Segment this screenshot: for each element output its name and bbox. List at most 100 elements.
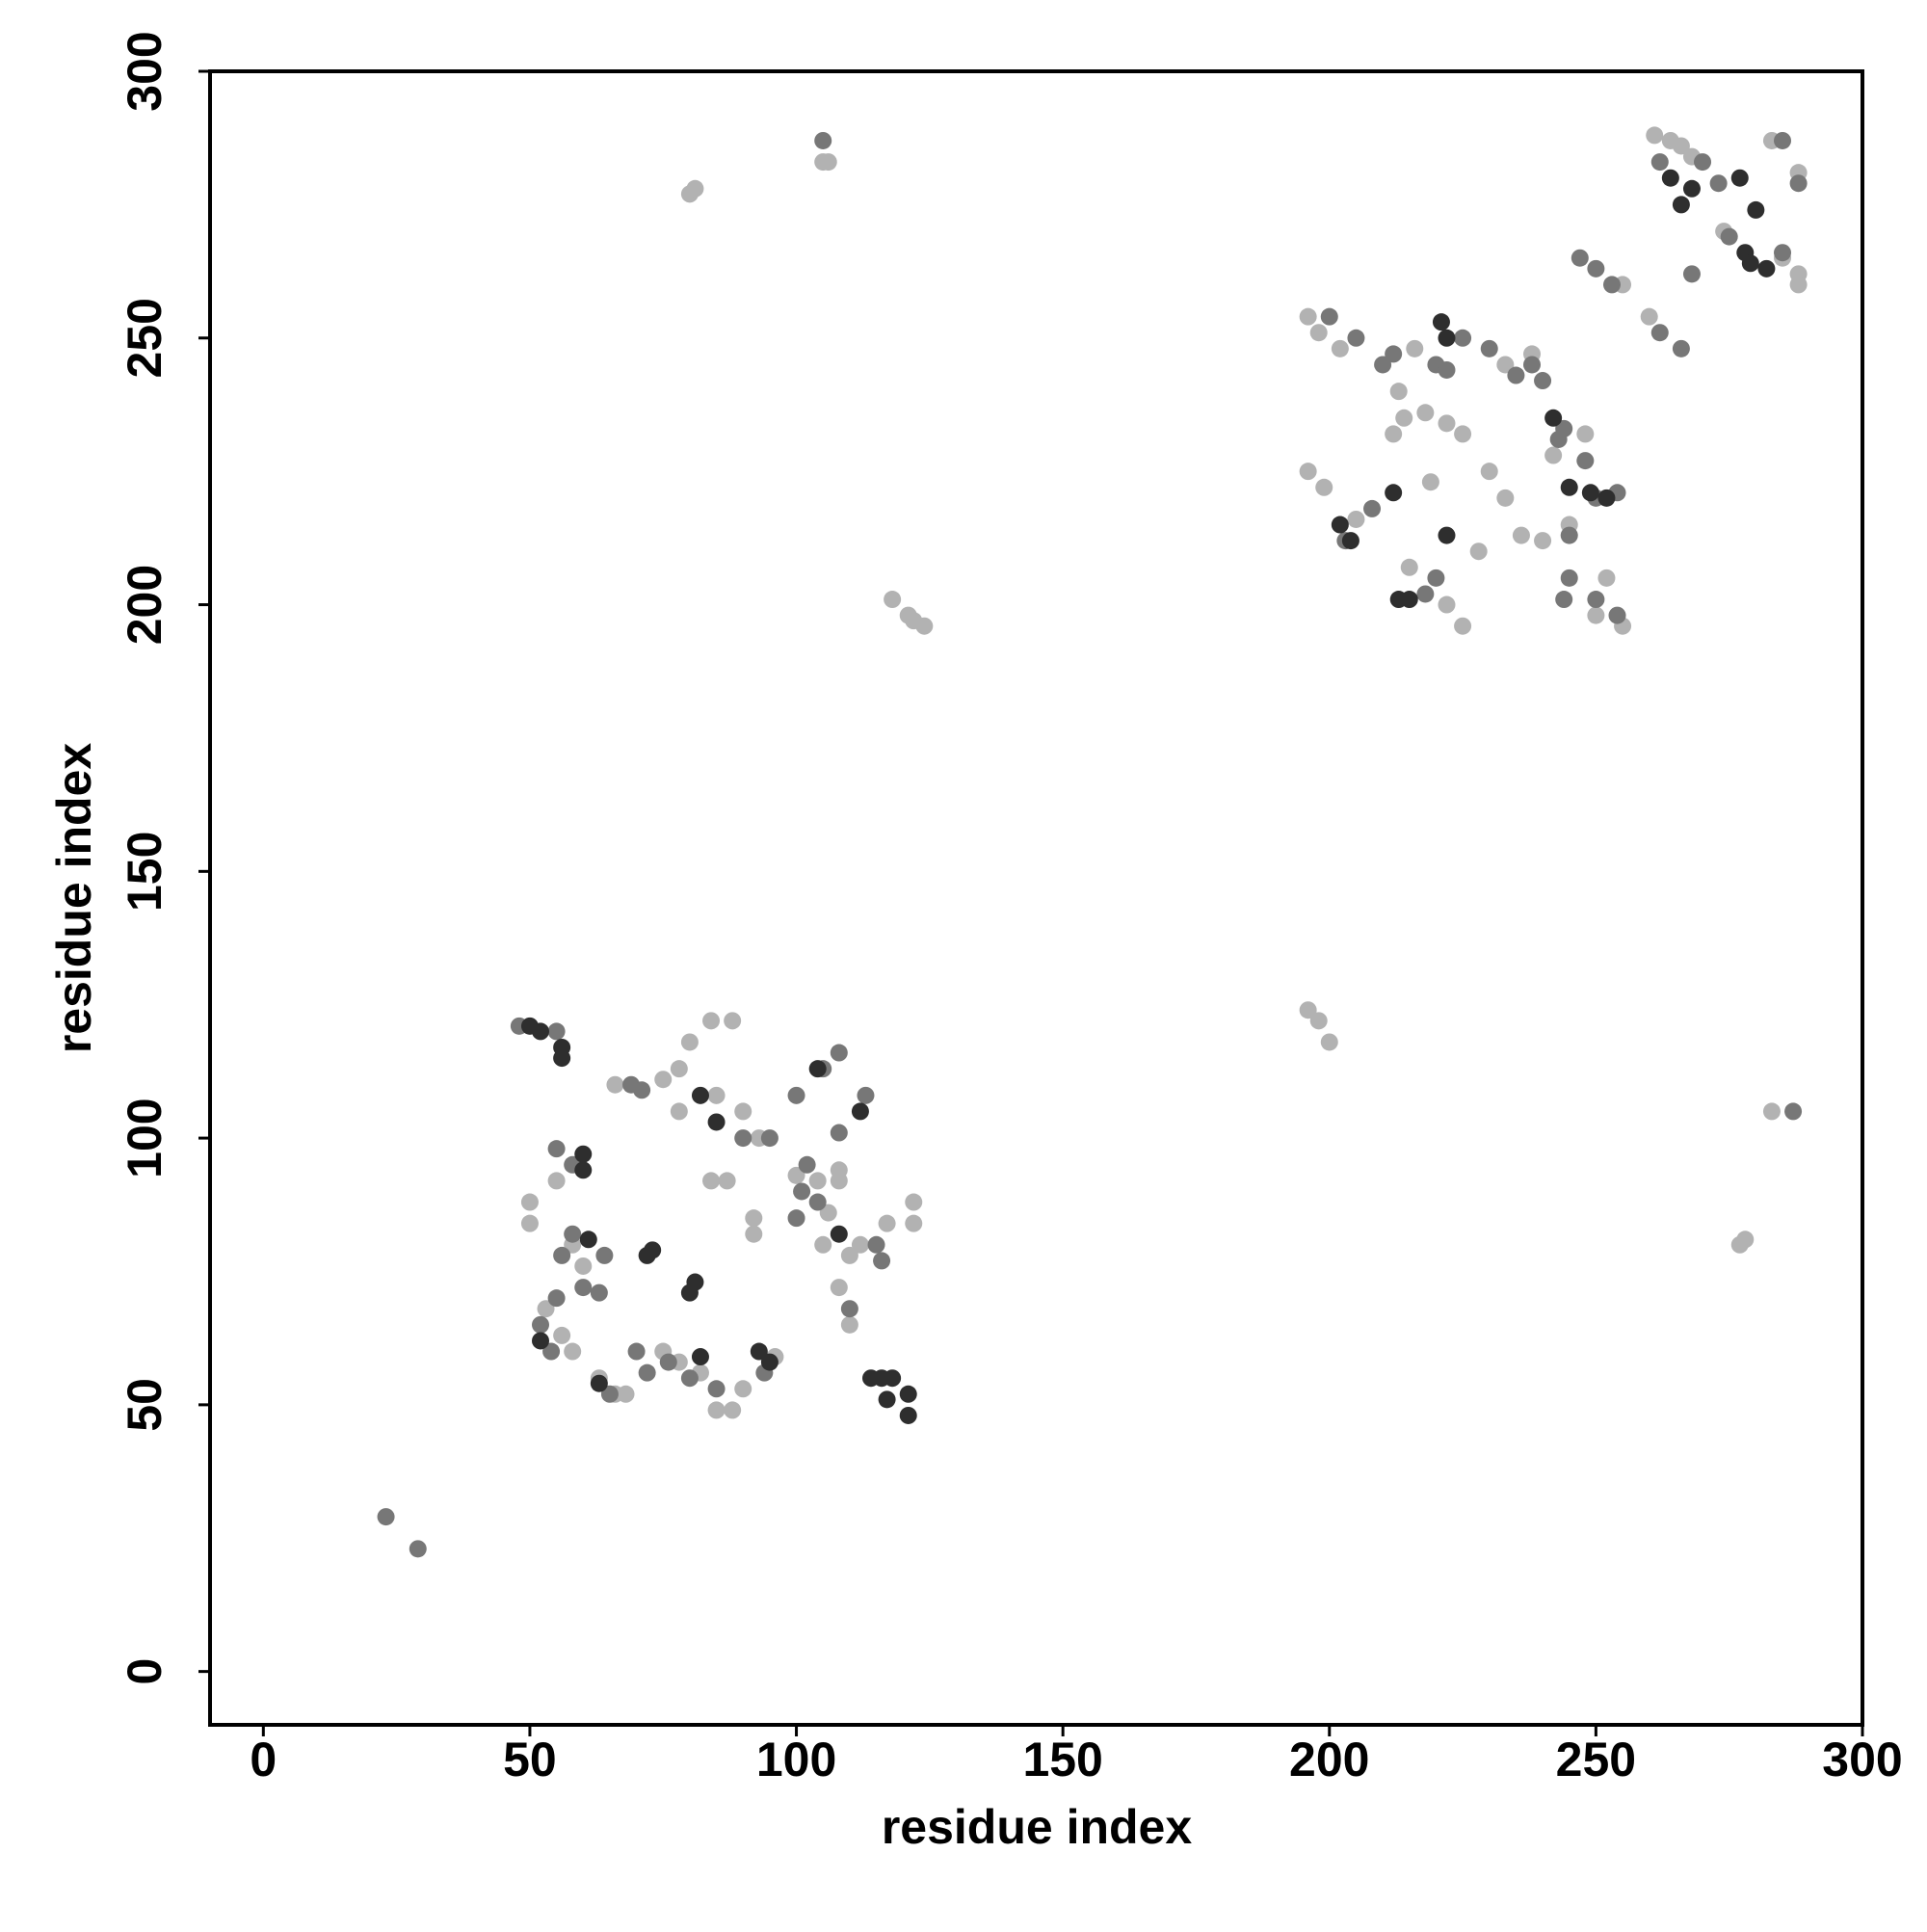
point (1672, 137, 1690, 155)
x-tick-label: 200 (1289, 1733, 1369, 1786)
point (1560, 526, 1578, 544)
point (1534, 372, 1552, 390)
point (724, 1012, 742, 1030)
point (1544, 409, 1563, 427)
x-tick-label: 100 (756, 1733, 836, 1786)
point (830, 1225, 848, 1243)
point (1496, 489, 1515, 507)
point (1341, 532, 1359, 550)
point (1720, 227, 1738, 246)
point (1454, 425, 1472, 443)
point (734, 1129, 752, 1148)
point (734, 1102, 752, 1121)
point (537, 1300, 555, 1318)
point (1438, 360, 1456, 379)
point (1400, 558, 1418, 576)
point (1774, 244, 1792, 262)
point (1309, 324, 1328, 342)
point (520, 1214, 539, 1232)
point (1762, 1102, 1781, 1121)
point (851, 1102, 869, 1121)
y-tick-label: 0 (118, 1658, 172, 1685)
point (532, 1315, 549, 1334)
point (1454, 617, 1472, 635)
point (1315, 478, 1333, 496)
point (574, 1257, 593, 1275)
point (1560, 478, 1578, 496)
point (1385, 425, 1403, 443)
point (905, 1193, 923, 1211)
point (1555, 419, 1573, 437)
point (1438, 414, 1456, 433)
point (1571, 249, 1589, 267)
point (1416, 585, 1435, 603)
point (857, 1086, 875, 1104)
point (724, 1401, 742, 1419)
point (873, 1252, 891, 1270)
point (574, 1279, 593, 1297)
y-tick-label: 250 (118, 298, 172, 378)
point (1438, 526, 1456, 544)
x-axis-label: residue index (882, 1800, 1193, 1854)
point (1331, 516, 1349, 534)
point (1730, 169, 1749, 187)
point (1363, 499, 1382, 517)
point (1789, 174, 1808, 193)
point (670, 1060, 688, 1078)
point (547, 1140, 566, 1158)
point (547, 1289, 566, 1308)
y-axis-label: residue index (47, 743, 101, 1054)
point (1587, 606, 1605, 624)
point (600, 1385, 619, 1403)
point (1299, 307, 1317, 326)
point (787, 1209, 805, 1228)
point (830, 1044, 848, 1062)
point (819, 153, 837, 172)
point (1694, 153, 1712, 172)
point (617, 1385, 635, 1403)
point (686, 179, 704, 198)
point (760, 1129, 779, 1148)
point (808, 1172, 827, 1190)
point (787, 1086, 805, 1104)
point (760, 1353, 779, 1371)
point (707, 1380, 726, 1398)
point (1347, 510, 1365, 528)
point (1299, 1001, 1317, 1019)
point (553, 1049, 571, 1068)
point (1789, 276, 1808, 294)
point (1438, 595, 1456, 614)
point (1480, 463, 1498, 481)
point (1646, 126, 1664, 145)
point (1347, 329, 1365, 347)
point (377, 1508, 395, 1526)
point (1747, 200, 1765, 219)
point (1507, 366, 1525, 384)
point (814, 1235, 832, 1254)
point (1320, 307, 1338, 326)
point (1534, 532, 1552, 550)
point (1427, 569, 1445, 587)
point (547, 1172, 566, 1190)
point (793, 1182, 811, 1201)
point (1682, 265, 1701, 283)
point (564, 1342, 582, 1361)
point (1640, 307, 1658, 326)
point (808, 1060, 827, 1078)
point (542, 1342, 561, 1361)
point (1320, 1033, 1338, 1051)
point (884, 591, 902, 609)
point (808, 1193, 827, 1211)
point (702, 1172, 721, 1190)
point (905, 1214, 923, 1232)
point (1661, 169, 1679, 187)
point (867, 1235, 885, 1254)
point (659, 1353, 677, 1371)
point (1309, 1012, 1328, 1030)
point (1331, 339, 1349, 357)
point (1544, 446, 1563, 464)
point (1406, 339, 1424, 357)
point (595, 1246, 614, 1264)
point (1757, 259, 1776, 278)
